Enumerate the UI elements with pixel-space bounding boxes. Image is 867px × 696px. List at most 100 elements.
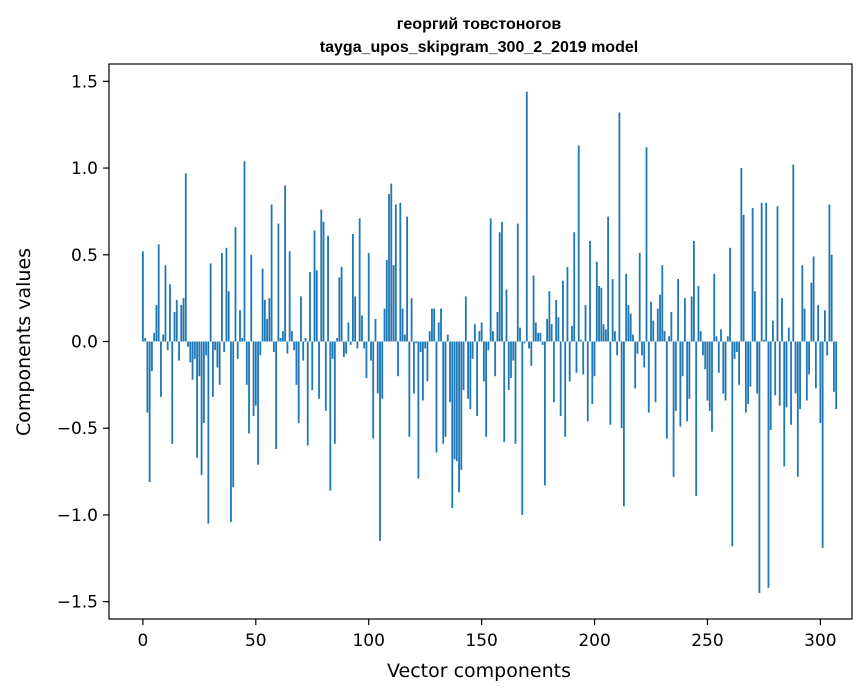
bar-component-76 [313, 230, 316, 342]
bar-component-41 [234, 227, 237, 342]
bar-component-107 [383, 308, 386, 342]
bar-component-131 [437, 322, 440, 342]
bar-component-230 [661, 265, 664, 342]
y-tick-label: 0.0 [71, 333, 98, 353]
bar-component-55 [266, 318, 268, 342]
bar-component-203 [600, 287, 603, 342]
bar-component-274 [760, 202, 763, 342]
bar-component-89 [342, 341, 345, 358]
bar-component-260 [729, 247, 731, 342]
bar-component-28 [205, 341, 208, 356]
bar-component-281 [776, 206, 779, 342]
bar-component-63 [284, 185, 287, 342]
bar-component-193 [577, 145, 580, 342]
x-tick-label: 50 [245, 631, 267, 651]
bar-component-48 [250, 254, 253, 342]
bar-component-46 [245, 341, 248, 385]
bar-component-305 [830, 254, 833, 342]
bar-component-29 [207, 341, 210, 524]
bar-component-91 [347, 322, 350, 342]
bar-component-36 [223, 341, 226, 352]
bar-component-105 [379, 341, 381, 541]
bar-component-307 [835, 341, 838, 410]
bar-component-25 [198, 341, 201, 377]
bar-component-42 [236, 341, 239, 359]
bar-component-78 [318, 341, 320, 399]
bar-component-118 [408, 341, 411, 437]
bar-component-40 [232, 341, 235, 488]
bar-component-4 [151, 341, 153, 371]
bar-component-280 [774, 341, 777, 396]
bar-component-264 [738, 341, 740, 385]
bar-component-97 [361, 315, 363, 342]
bar-component-192 [575, 341, 578, 373]
bar-component-178 [543, 341, 546, 486]
bar-component-53 [261, 268, 264, 342]
bar-component-49 [252, 341, 255, 417]
bar-component-216 [629, 313, 632, 342]
bar-component-187 [564, 341, 567, 437]
bar-component-220 [638, 253, 641, 342]
bar-component-52 [259, 341, 262, 356]
bar-component-110 [390, 183, 393, 342]
bar-component-125 [424, 341, 427, 349]
bar-component-38 [227, 291, 230, 342]
bar-component-144 [467, 341, 469, 399]
bar-component-69 [297, 341, 300, 424]
bar-component-99 [365, 341, 368, 378]
bar-component-179 [546, 318, 549, 342]
bar-component-206 [607, 216, 609, 342]
bar-component-195 [582, 341, 585, 375]
bar-component-20 [187, 341, 189, 347]
bar-component-295 [808, 341, 810, 375]
bar-component-289 [794, 341, 797, 394]
bar-component-109 [388, 194, 390, 342]
bar-component-124 [422, 341, 424, 401]
bar-component-81 [324, 341, 327, 411]
bar-component-211 [618, 112, 621, 342]
bar-component-119 [410, 298, 413, 342]
bar-component-145 [469, 341, 472, 410]
bar-component-165 [514, 341, 517, 444]
bar-component-259 [726, 336, 729, 342]
bar-component-301 [821, 341, 824, 548]
bar-component-18 [182, 298, 185, 342]
bar-component-54 [263, 299, 266, 342]
bar-component-163 [510, 341, 512, 378]
plot-area-frame [108, 63, 853, 620]
bar-component-271 [753, 291, 756, 342]
bar-component-258 [724, 341, 727, 401]
bar-component-200 [593, 341, 596, 377]
bar-component-156 [494, 341, 497, 377]
bar-component-141 [460, 341, 463, 470]
bar-component-278 [769, 341, 772, 430]
bar-component-169 [523, 341, 526, 344]
bar-component-253 [713, 273, 716, 342]
bar-component-65 [288, 251, 291, 342]
bar-component-183 [555, 299, 558, 342]
bar-component-121 [415, 341, 418, 344]
bar-component-82 [327, 235, 329, 342]
bar-component-210 [616, 341, 619, 356]
bar-component-75 [311, 341, 314, 391]
bar-component-176 [539, 332, 542, 342]
bar-component-157 [496, 312, 499, 342]
bar-component-74 [309, 272, 311, 342]
bar-component-32 [214, 341, 217, 351]
bar-component-73 [306, 341, 309, 446]
bar-component-272 [756, 341, 759, 394]
y-tick-label: −0.5 [57, 419, 98, 439]
bar-component-160 [503, 341, 506, 443]
bar-component-245 [695, 341, 698, 496]
bar-component-94 [354, 296, 357, 342]
bar-component-111 [392, 265, 395, 342]
bar-component-205 [604, 329, 607, 342]
bar-component-58 [272, 341, 275, 352]
bar-component-21 [189, 341, 192, 363]
bar-component-155 [492, 331, 494, 342]
y-tick-label: 1.5 [71, 72, 98, 92]
bar-component-224 [647, 341, 650, 413]
x-axis-ticks: 0 50 100 150 200 250 300 [137, 619, 837, 651]
bar-component-181 [550, 324, 553, 342]
